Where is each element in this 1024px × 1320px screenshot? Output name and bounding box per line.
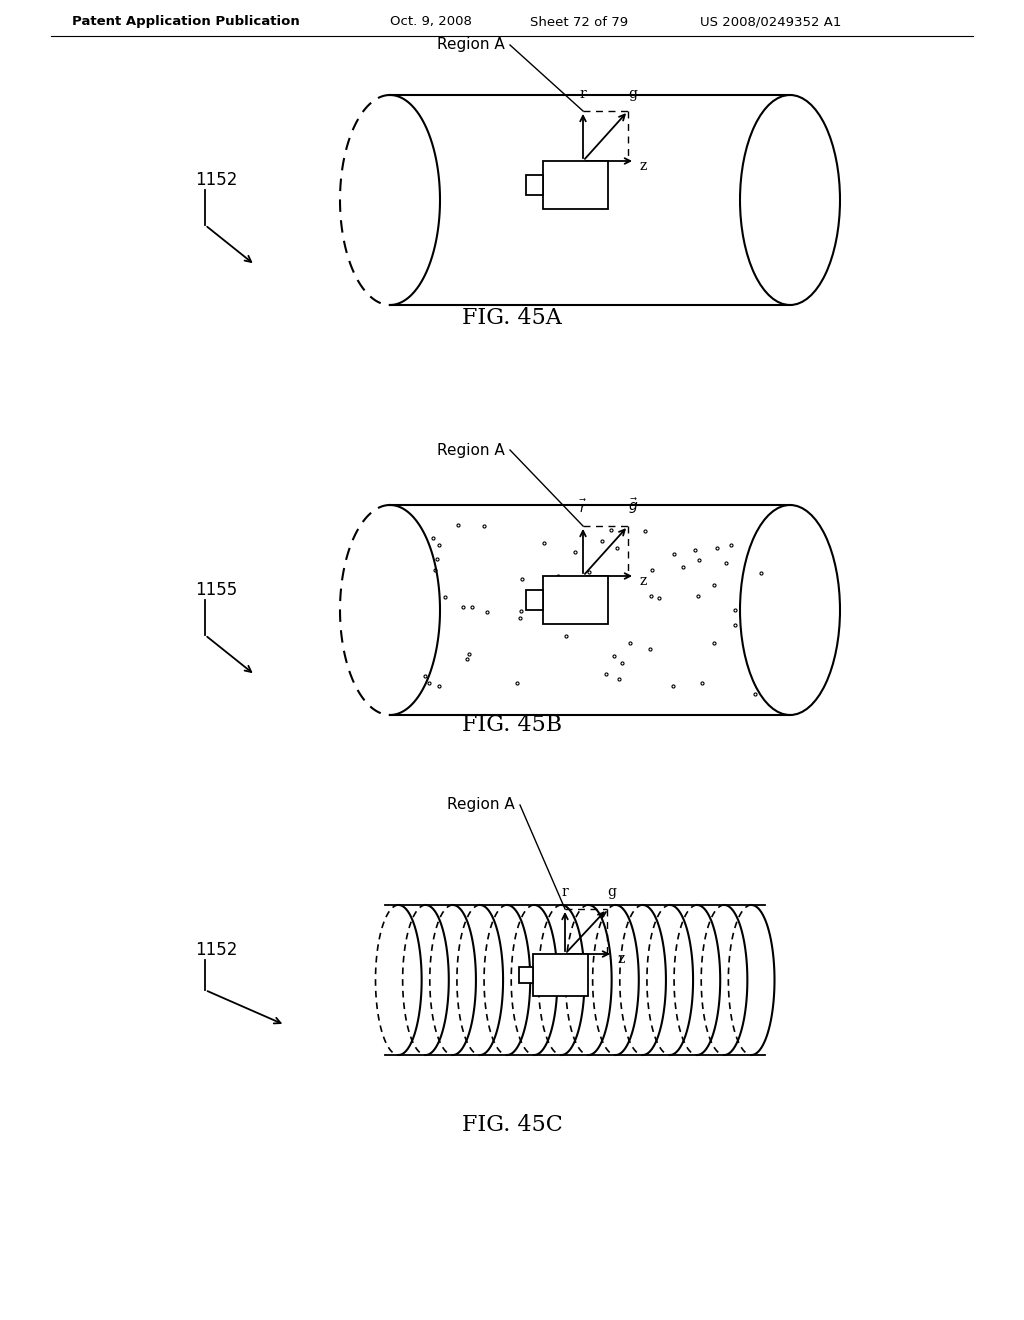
Text: Sheet 72 of 79: Sheet 72 of 79 [530,16,628,29]
Bar [543,576,607,624]
Text: 1155: 1155 [195,581,238,599]
Text: z: z [639,158,646,173]
Text: r: r [580,87,587,102]
Text: FIG. 45B: FIG. 45B [462,714,562,737]
Text: z: z [639,574,646,587]
Text: 1152: 1152 [195,941,238,960]
Bar [543,161,607,209]
Text: Oct. 9, 2008: Oct. 9, 2008 [390,16,472,29]
Text: g: g [607,884,616,899]
Text: Region A: Region A [447,797,515,813]
Bar [519,966,532,983]
Bar [526,590,543,610]
Text: Patent Application Publication: Patent Application Publication [72,16,300,29]
Text: r: r [561,884,568,899]
Text: US 2008/0249352 A1: US 2008/0249352 A1 [700,16,842,29]
Bar [532,954,588,997]
Text: g: g [629,87,638,102]
Text: Region A: Region A [437,442,505,458]
Text: 1152: 1152 [195,172,238,189]
Bar [526,176,543,194]
Text: z: z [617,952,625,966]
Text: FIG. 45A: FIG. 45A [462,308,562,329]
Text: FIG. 45C: FIG. 45C [462,1114,562,1137]
Text: Region A: Region A [437,37,505,53]
Text: $\vec{g}$: $\vec{g}$ [628,496,638,516]
Text: $\vec{r}$: $\vec{r}$ [579,499,588,516]
